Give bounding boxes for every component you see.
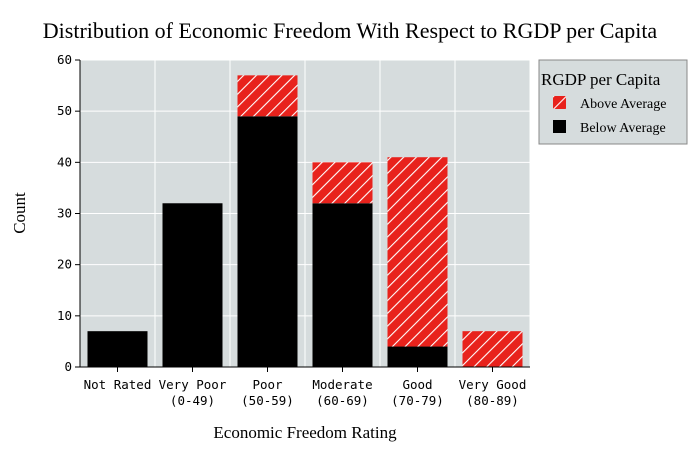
y-tick-label: 0 [64, 359, 72, 374]
x-tick-label: Good [402, 377, 432, 392]
x-axis-ticks: Not Rated Very Poor(0-49) Poor(50-59) Moder… [84, 367, 527, 408]
legend-label: Above Average [580, 97, 666, 112]
bar-below-average [312, 203, 373, 367]
y-tick-label: 30 [57, 206, 72, 221]
bar-below-average [237, 116, 298, 368]
bar-above-average [312, 162, 373, 204]
bars [87, 75, 523, 368]
x-tick-label: (80-89) [466, 393, 519, 408]
x-tick-label: (60-69) [316, 393, 369, 408]
bar-below-average [87, 331, 148, 367]
legend: RGDP per Capita Above Average Below Avera… [538, 59, 688, 145]
y-axis-title: Count [10, 192, 29, 234]
legend-label: Below Average [580, 121, 666, 136]
x-tick-label: Moderate [312, 377, 372, 392]
y-tick-label: 20 [57, 257, 72, 272]
legend-items: Above Average Below Average [553, 96, 666, 136]
x-tick-label: Very Poor [159, 377, 227, 392]
bar-above-average [462, 331, 523, 367]
y-tick-label: 60 [57, 52, 72, 67]
bar-below-average [162, 203, 223, 367]
x-tick-label: Not Rated [84, 377, 152, 392]
x-axis-title: Economic Freedom Rating [213, 423, 397, 442]
chart-title: Distribution of Economic Freedom With Re… [43, 18, 658, 43]
x-tick-label: (50-59) [241, 393, 294, 408]
x-tick-label: (70-79) [391, 393, 444, 408]
x-tick-label: Very Good [459, 377, 527, 392]
x-tick-label: Poor [252, 377, 283, 392]
legend-title: RGDP per Capita [541, 70, 661, 89]
bar-above-average [387, 157, 448, 347]
y-tick-label: 40 [57, 154, 72, 169]
y-tick-label: 10 [57, 308, 72, 323]
legend-swatch [553, 120, 566, 133]
x-tick-label: (0-49) [170, 393, 215, 408]
bar-above-average [237, 75, 298, 117]
y-tick-label: 50 [57, 103, 72, 118]
bar-below-average [387, 346, 448, 367]
legend-swatch [553, 96, 566, 109]
y-axis-ticks: 0 10 20 30 40 50 60 [57, 52, 80, 374]
